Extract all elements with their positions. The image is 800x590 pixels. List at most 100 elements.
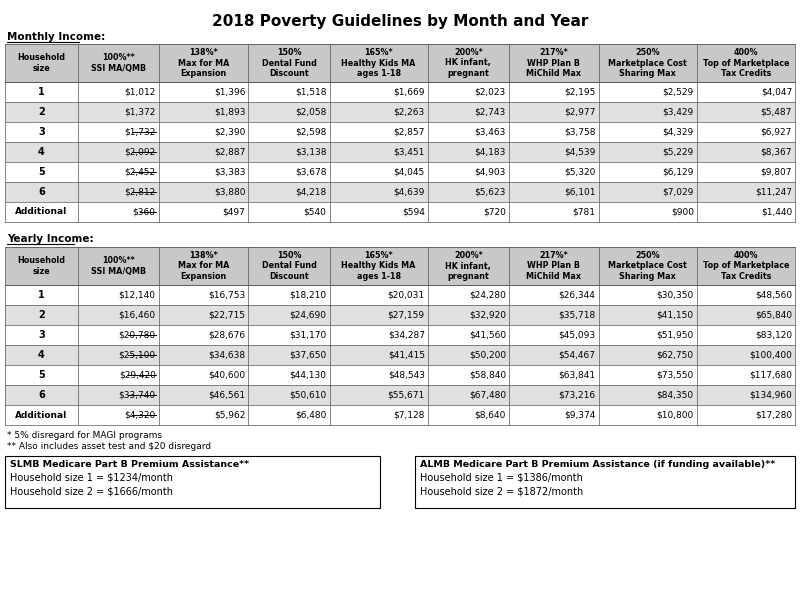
Bar [158,162,249,182]
Bar [5,325,78,345]
Text: $1,012: $1,012 [124,87,156,97]
Text: $3,463: $3,463 [474,127,506,136]
Text: $4,639: $4,639 [394,188,425,196]
Bar [330,247,428,285]
Bar [78,365,158,385]
Text: 5: 5 [38,370,45,380]
Text: 217%*
WHP Plan B
MiChild Max: 217%* WHP Plan B MiChild Max [526,251,582,281]
Text: $540: $540 [304,208,326,217]
Bar [428,365,509,385]
Text: $2,529: $2,529 [662,87,694,97]
Bar [509,102,598,122]
Text: Household size 1 = $1234/month: Household size 1 = $1234/month [10,473,173,483]
Text: 4: 4 [38,147,45,157]
Text: 2: 2 [38,107,45,117]
Bar [509,122,598,142]
Text: $5,229: $5,229 [662,148,694,156]
Bar [249,122,330,142]
Text: $2,452: $2,452 [125,168,156,176]
Bar [78,285,158,305]
Bar [5,405,78,425]
Bar [249,345,330,365]
Text: $50,200: $50,200 [469,350,506,359]
Bar [428,102,509,122]
Text: $4,329: $4,329 [662,127,694,136]
Text: $46,561: $46,561 [208,391,246,399]
Text: $2,887: $2,887 [214,148,246,156]
Text: $2,857: $2,857 [394,127,425,136]
Bar [598,122,697,142]
Bar [158,122,249,142]
Text: $41,415: $41,415 [388,350,425,359]
Bar [598,202,697,222]
Text: Household size 1 = $1386/month: Household size 1 = $1386/month [420,473,583,483]
Text: $16,753: $16,753 [208,290,246,300]
Bar [330,325,428,345]
Bar [78,102,158,122]
Bar [5,285,78,305]
Text: 138%*
Max for MA
Expansion: 138%* Max for MA Expansion [178,251,230,281]
Text: $9,807: $9,807 [761,168,792,176]
Bar [697,82,795,102]
Bar [78,162,158,182]
Bar [158,202,249,222]
Text: $40,600: $40,600 [208,371,246,379]
Bar [697,405,795,425]
Bar [330,122,428,142]
Bar [5,365,78,385]
Bar [509,182,598,202]
Bar [598,285,697,305]
Text: 2018 Poverty Guidelines by Month and Year: 2018 Poverty Guidelines by Month and Yea… [212,14,588,29]
Bar [5,82,78,102]
Bar [330,365,428,385]
Bar [509,82,598,102]
Bar [5,102,78,122]
Bar [697,102,795,122]
Text: Additional: Additional [15,411,67,419]
Bar [249,102,330,122]
Text: $2,743: $2,743 [474,107,506,116]
Text: Household size 2 = $1666/month: Household size 2 = $1666/month [10,486,173,496]
Bar [509,365,598,385]
Text: $2,390: $2,390 [214,127,246,136]
Text: $1,396: $1,396 [214,87,246,97]
Text: 165%*
Healthy Kids MA
ages 1-18: 165%* Healthy Kids MA ages 1-18 [342,48,416,78]
Bar [5,456,380,508]
Text: $17,280: $17,280 [755,411,792,419]
Bar [158,345,249,365]
Bar [428,44,509,82]
Text: SLMB Medicare Part B Premium Assistance**: SLMB Medicare Part B Premium Assistance*… [10,460,249,469]
Bar [78,405,158,425]
Bar [598,142,697,162]
Text: $5,962: $5,962 [214,411,246,419]
Text: $100,400: $100,400 [749,350,792,359]
Text: $34,287: $34,287 [388,330,425,339]
Text: 100%**
SSI MA/QMB: 100%** SSI MA/QMB [90,256,146,276]
Bar [158,247,249,285]
Bar [509,305,598,325]
Text: 250%
Marketplace Cost
Sharing Max: 250% Marketplace Cost Sharing Max [608,48,687,78]
Text: $7,128: $7,128 [394,411,425,419]
Bar [78,82,158,102]
Text: $44,130: $44,130 [290,371,326,379]
Text: 4: 4 [38,350,45,360]
Text: $3,678: $3,678 [295,168,326,176]
Text: $6,927: $6,927 [761,127,792,136]
Text: $30,350: $30,350 [657,290,694,300]
Text: $1,440: $1,440 [761,208,792,217]
Text: 217%*
WHP Plan B
MiChild Max: 217%* WHP Plan B MiChild Max [526,48,582,78]
Bar [428,285,509,305]
Bar [78,385,158,405]
Text: Monthly Income:: Monthly Income: [7,32,106,42]
Text: $4,183: $4,183 [474,148,506,156]
Text: $27,159: $27,159 [388,310,425,320]
Text: $5,320: $5,320 [564,168,595,176]
Bar [249,385,330,405]
Bar [158,102,249,122]
Text: $63,841: $63,841 [558,371,595,379]
Text: $41,150: $41,150 [657,310,694,320]
Bar [509,285,598,305]
Bar [697,247,795,285]
Bar [697,44,795,82]
Bar [598,44,697,82]
